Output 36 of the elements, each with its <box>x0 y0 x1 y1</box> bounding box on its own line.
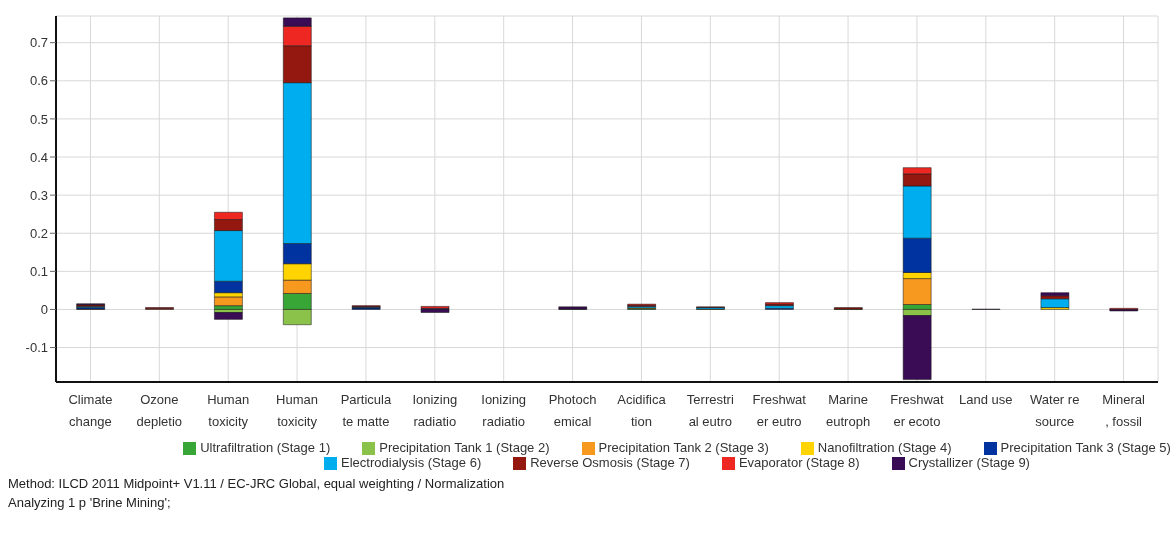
y-tick-label: 0.2 <box>29 225 48 241</box>
x-tick-label: Human toxicity <box>207 391 250 429</box>
x-tick-label: Mineral , fossil <box>1102 391 1145 429</box>
legend-label: Precipitation Tank 1 (Stage 2) <box>379 439 550 455</box>
y-tick-label: 0.4 <box>29 149 48 165</box>
x-tick-label: Human toxicity <box>276 391 319 429</box>
legend-label: Electrodialysis (Stage 6) <box>341 454 482 470</box>
x-tick-label: Water re source <box>1030 391 1080 429</box>
x-tick-label: Ozone depletio <box>136 391 183 429</box>
x-tick-label: Ionizing radiatio <box>481 391 527 429</box>
x-tick-label: Climate change <box>68 391 113 429</box>
legend-label: Evaporator (Stage 8) <box>738 454 860 470</box>
text: Method: ILCD 2011 Midpoint+ V1.11 / EC-JRC Global, equal weighting / Normalization <box>8 475 506 493</box>
x-tick-label: Particula te matte <box>340 391 392 429</box>
y-tick-label: 0.5 <box>29 111 48 127</box>
text: Analyzing 1 p 'Brine Mining'; <box>8 494 172 512</box>
legend-label: Reverse Osmosis (Stage 7) <box>530 454 690 470</box>
legend-label: Precipitation Tank 3 (Stage 5) <box>1000 439 1171 455</box>
x-tick-label: Terrestri al eutro <box>686 391 734 429</box>
legend-label: Precipitation Tank 2 (Stage 3) <box>598 439 769 455</box>
y-tick-label: 0.7 <box>29 35 48 51</box>
x-tick-label: Acidifica tion <box>617 391 667 429</box>
legend-label: Nanofiltration (Stage 4) <box>817 439 952 455</box>
x-tick-label: Marine eutroph <box>826 391 871 429</box>
x-tick-label: Ionizing radiatio <box>412 391 458 429</box>
legend-label: Crystallizer (Stage 9) <box>908 454 1030 470</box>
x-tick-label: Photoch emical <box>548 391 597 429</box>
y-tick-label: 0 <box>40 302 48 318</box>
y-tick-label: 0.1 <box>29 263 48 279</box>
legend-label: Ultrafiltration (Stage 1) <box>200 439 331 455</box>
y-tick-label: 0.3 <box>29 187 48 203</box>
y-tick-label: 0.6 <box>29 73 48 89</box>
y-tick-label: -0.1 <box>25 340 48 356</box>
x-tick-label: Land use <box>959 391 1013 407</box>
x-tick-label: Freshwat er ecoto <box>890 391 945 429</box>
x-tick-label: Freshwat er eutro <box>752 391 807 429</box>
